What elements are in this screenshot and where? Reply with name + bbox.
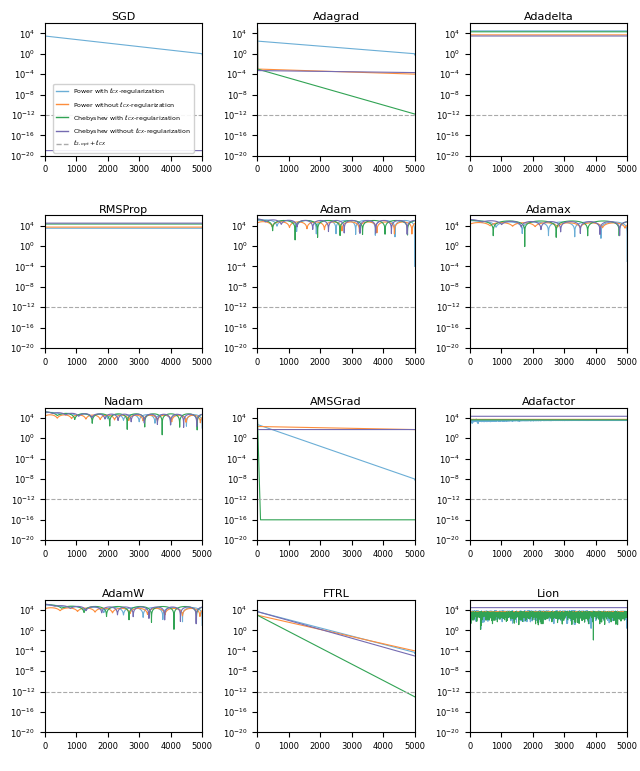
Title: Lion: Lion [537,589,560,599]
Title: Adagrad: Adagrad [312,12,360,22]
Title: Adadelta: Adadelta [524,12,573,22]
Title: SGD: SGD [111,12,136,22]
Title: RMSProp: RMSProp [99,204,148,214]
Title: AMSGrad: AMSGrad [310,397,362,407]
Title: Adamax: Adamax [525,204,572,214]
Title: Nadam: Nadam [104,397,143,407]
Title: AdamW: AdamW [102,589,145,599]
Title: FTRL: FTRL [323,589,349,599]
Legend: Power with $\ell_{CX}$-regularization, Power without $\ell_{CX}$-regularization,: Power with $\ell_{CX}$-regularization, P… [53,84,194,153]
Title: Adam: Adam [320,204,352,214]
Title: Adafactor: Adafactor [522,397,575,407]
